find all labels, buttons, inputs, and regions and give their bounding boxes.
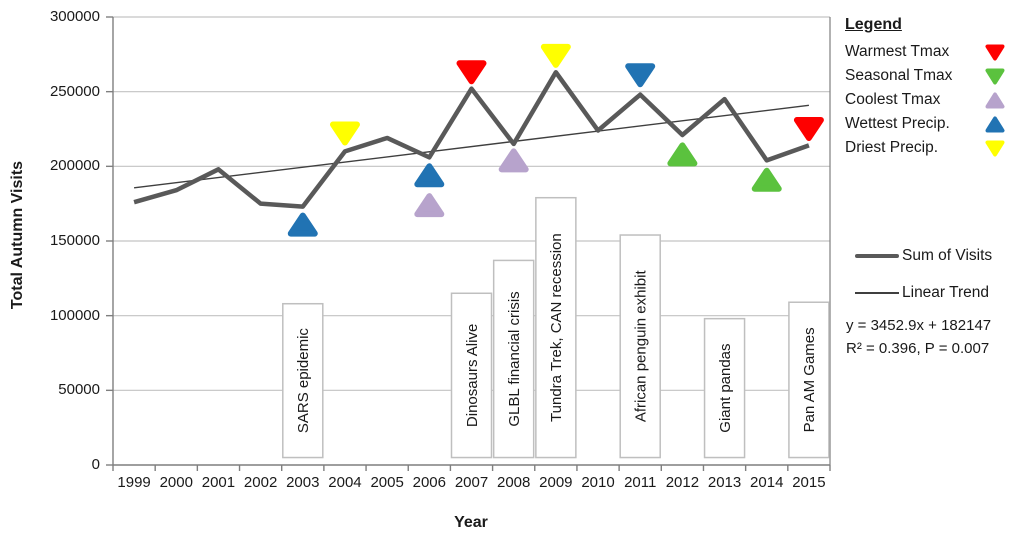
trend-line-label: Linear Trend xyxy=(902,284,990,301)
trend-line-sample xyxy=(855,292,899,294)
x-axis-title: Year xyxy=(454,514,488,531)
legend-item: Wettest Precip. xyxy=(845,112,1005,136)
event-box-label: Pan AM Games xyxy=(801,327,818,432)
legend-items: Warmest Tmax Seasonal Tmax Coolest Tmax Wet… xyxy=(845,40,1005,160)
marker-driest-2004 xyxy=(329,121,360,146)
event-box xyxy=(282,302,324,459)
x-tick-label: 2006 xyxy=(412,474,446,491)
trend-equation: y = 3452.9x + 182147 R² = 0.396, P = 0.0… xyxy=(843,314,1024,360)
legend-item: Warmest Tmax xyxy=(845,40,1005,64)
marker-coolest-2008 xyxy=(498,148,529,173)
marker-driest-2009 xyxy=(540,43,571,68)
legend-item-label: Warmest Tmax xyxy=(845,43,950,60)
x-tick-label: 2004 xyxy=(328,474,362,491)
marker-coolest-2006 xyxy=(414,193,445,218)
x-tick-label: 2015 xyxy=(792,474,826,491)
marker-legend: Legend Warmest Tmax Seasonal Tmax Coolest … xyxy=(845,16,1005,160)
sum-line-label: Sum of Visits xyxy=(902,247,993,264)
linear-trend-key: Linear Trend xyxy=(843,281,1024,305)
sum-line-sample xyxy=(855,253,899,259)
warmest-triangle-icon xyxy=(985,44,1005,60)
x-tick-label: 2001 xyxy=(201,474,236,491)
x-tick-label: 2003 xyxy=(286,474,320,491)
y-tick-label: 100000 xyxy=(49,306,100,324)
y-axis-title: Total Autumn Visits xyxy=(9,160,26,310)
x-tick-label: 2014 xyxy=(750,474,784,491)
event-box xyxy=(492,259,535,459)
event-box-label: Tundra Trek, CAN recession xyxy=(548,233,565,422)
marker-warmest-2015 xyxy=(793,117,824,141)
marker-warmest-2007 xyxy=(456,60,487,85)
sum-of-visits-key: Sum of Visits xyxy=(843,244,1024,268)
x-tick-label: 1999 xyxy=(117,474,151,491)
x-tick-label: 2000 xyxy=(159,474,193,491)
event-box-label: African penguin exhibit xyxy=(632,270,649,423)
legend-item: Seasonal Tmax xyxy=(845,64,1005,88)
coolest-triangle-icon xyxy=(985,92,1005,108)
event-box xyxy=(450,292,493,459)
x-tick-label: 2013 xyxy=(707,474,742,491)
x-tick-label: 2011 xyxy=(624,474,657,491)
seasonal-triangle-icon xyxy=(985,68,1005,84)
event-box xyxy=(788,301,830,459)
marker-seasonal-2014 xyxy=(751,167,782,192)
y-tick-label: 0 xyxy=(91,456,100,473)
y-tick-label: 150000 xyxy=(49,232,100,249)
y-tick-label: 200000 xyxy=(49,157,100,175)
marker-wettest-2006 xyxy=(414,163,445,188)
trend-equation-text: y = 3452.9x + 182147 xyxy=(846,317,992,334)
legend-item: Coolest Tmax xyxy=(845,88,1005,112)
y-tick-label: 50000 xyxy=(58,381,100,399)
legend-item-label: Wettest Precip. xyxy=(845,115,950,132)
x-tick-label: 2009 xyxy=(539,474,573,491)
marker-wettest-2011 xyxy=(625,63,656,88)
event-box-label: GLBL financial crisis xyxy=(506,291,523,426)
legend-item-label: Seasonal Tmax xyxy=(845,67,953,84)
x-tick-label: 2007 xyxy=(454,474,489,491)
driest-triangle-icon xyxy=(985,140,1005,156)
wettest-triangle-icon xyxy=(985,116,1005,132)
event-box xyxy=(619,234,661,459)
event-box xyxy=(703,317,746,459)
trend-stats-text: R² = 0.396, P = 0.007 xyxy=(846,340,990,357)
legend-title: Legend xyxy=(845,16,902,33)
sum-of-visits-line xyxy=(133,70,810,209)
event-box-label: Giant pandas xyxy=(717,343,734,432)
x-tick-label: 2010 xyxy=(581,474,615,491)
legend-item-label: Coolest Tmax xyxy=(845,91,941,108)
event-box-label: SARS epidemic xyxy=(295,328,312,434)
legend-item-label: Driest Precip. xyxy=(845,139,939,156)
marker-seasonal-2012 xyxy=(667,142,698,167)
event-box xyxy=(535,196,577,459)
legend-item: Driest Precip. xyxy=(845,136,1005,160)
event-box-label: Dinosaurs Alive xyxy=(464,324,481,427)
marker-wettest-2003 xyxy=(287,212,318,237)
linear-trend-line xyxy=(134,104,809,189)
x-tick-label: 2012 xyxy=(665,474,700,491)
line-legend: Sum of Visits Linear Trend y = 3452.9x +… xyxy=(843,244,1024,360)
x-tick-label: 2008 xyxy=(496,474,531,491)
y-tick-label: 300000 xyxy=(49,8,100,25)
x-tick-label: 2005 xyxy=(370,474,404,491)
y-tick-label: 250000 xyxy=(49,82,100,100)
x-tick-label: 2002 xyxy=(243,474,278,491)
